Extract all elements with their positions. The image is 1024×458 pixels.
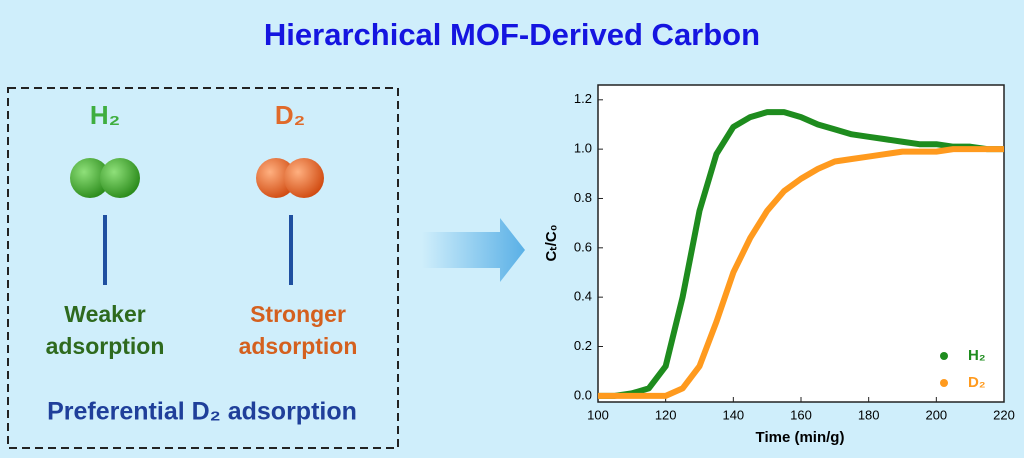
caption: Weaker [64,301,145,327]
x-tick-label: 220 [993,407,1015,422]
y-tick-label: 0.0 [574,387,592,402]
y-tick-label: 0.6 [574,239,592,254]
x-tick-label: 120 [655,407,677,422]
h2-label: H₂ [90,100,120,130]
atom [284,158,324,198]
title: Hierarchical MOF-Derived Carbon [264,17,760,52]
legend-label: H₂ [968,347,986,364]
caption: adsorption [239,333,358,359]
x-label: Time (min/g) [756,429,845,446]
plot-area [597,84,1005,403]
atom [100,158,140,198]
d2-label: D₂ [275,100,305,130]
atom [70,158,110,198]
x-tick-label: 160 [790,407,812,422]
series-line [598,109,1004,399]
x-tick-label: 200 [925,407,947,422]
caption: Stronger [250,301,346,327]
y-tick-label: 0.2 [574,338,592,353]
y-tick-label: 0.8 [574,190,592,205]
y-label: Cₜ/C₀ [543,224,560,261]
legend-marker [940,352,948,360]
y-tick-label: 1.0 [574,141,592,156]
y-tick-label: 0.4 [574,289,592,304]
caption: adsorption [46,333,165,359]
x-tick-label: 180 [858,407,880,422]
series-line [598,146,1004,399]
footer: Preferential D₂ adsorption [47,398,357,426]
x-tick-label: 100 [587,407,609,422]
y-tick-label: 1.2 [574,91,592,106]
x-tick-label: 140 [722,407,744,422]
arrow [422,218,525,282]
panel-box [7,87,399,449]
legend-label: D₂ [968,374,986,391]
legend-marker [940,379,948,387]
atom [256,158,296,198]
